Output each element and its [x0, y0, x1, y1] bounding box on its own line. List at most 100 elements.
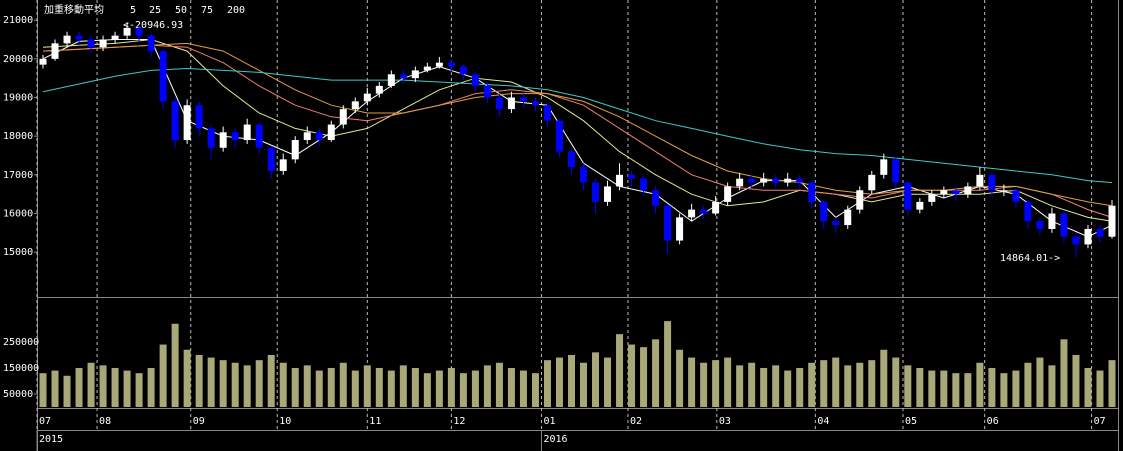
year-label: 2015 [39, 434, 63, 445]
candle-body [940, 190, 948, 195]
volume-bar [820, 360, 828, 407]
candle-body [75, 35, 83, 40]
candle-body [459, 66, 467, 75]
x-tick-label: 08 [99, 416, 111, 427]
candle-body [652, 190, 660, 206]
candle-body [1072, 236, 1080, 245]
y-tick-label: 150000 [3, 363, 39, 374]
volume-bar [267, 354, 275, 407]
volume-bar [315, 370, 323, 407]
candle-body [39, 58, 47, 65]
volume-bar [291, 367, 299, 407]
volume-bar [231, 362, 239, 407]
volume-bar [904, 365, 912, 407]
candle-body [640, 178, 648, 191]
volume-bar [1036, 357, 1044, 407]
candle-body [567, 151, 575, 168]
volume-bar [255, 360, 263, 407]
volume-bar [604, 357, 612, 407]
candle-body [207, 128, 215, 148]
volume-bar [616, 334, 624, 407]
candle-body [1060, 213, 1068, 237]
volume-bar [327, 367, 335, 407]
candle-body [1084, 228, 1092, 245]
volume-bar [1108, 360, 1116, 407]
volume-bar [99, 365, 107, 407]
volume-bar [135, 373, 143, 407]
volume-bar [111, 367, 119, 407]
x-tick-label: 11 [369, 416, 381, 427]
candle-body [964, 186, 972, 195]
volume-bar [832, 357, 840, 407]
candle-body [99, 39, 107, 48]
annotation: <-20946.93 [123, 20, 183, 31]
candle-body [676, 217, 684, 241]
volume-bar [1096, 370, 1104, 407]
volume-bar [471, 370, 479, 407]
volume-bar [784, 370, 792, 407]
candle-body [868, 174, 876, 191]
candle-body [327, 124, 335, 141]
volume-bar [567, 354, 575, 407]
candle-body [724, 186, 732, 202]
candle-body [1012, 190, 1020, 202]
annotation: 14864.01-> [1000, 253, 1060, 264]
candle-body [844, 209, 852, 226]
y-tick-label: 50000 [3, 389, 33, 400]
candle-body [51, 43, 59, 59]
volume-bar [171, 323, 179, 407]
candle-body [616, 174, 624, 187]
candle-body [1024, 201, 1032, 222]
y-tick-label: 19000 [3, 92, 33, 103]
volume-bar [243, 365, 251, 407]
volume-bar [712, 360, 720, 407]
x-tick-label: 03 [719, 416, 731, 427]
volume-bar [195, 354, 203, 407]
volume-bar [880, 349, 888, 407]
volume-bar [952, 373, 960, 407]
y-tick-label: 250000 [3, 337, 39, 348]
volume-bar [592, 352, 600, 407]
volume-bar [447, 367, 455, 407]
volume-bar [976, 362, 984, 407]
volume-bar [159, 344, 167, 407]
x-tick-label: 05 [905, 416, 917, 427]
candle-body [471, 74, 479, 86]
candle-body [159, 51, 167, 102]
volume-bar [387, 370, 395, 407]
volume-bar [51, 370, 59, 407]
candle-body [63, 35, 71, 44]
candle-body [87, 39, 95, 48]
volume-bar [303, 365, 311, 407]
candle-body [1048, 213, 1056, 229]
x-tick-label: 02 [630, 416, 642, 427]
y-tick-label: 20000 [3, 54, 33, 65]
candle-body [387, 74, 395, 86]
volume-bar [459, 373, 467, 407]
volume-bar [772, 365, 780, 407]
candle-body [195, 105, 203, 129]
volume-bar [808, 362, 816, 407]
volume-bar [676, 349, 684, 407]
volume-bar [123, 370, 131, 407]
candle-body [507, 97, 515, 110]
x-tick-label: 10 [279, 416, 291, 427]
legend-title: 加重移動平均 [44, 3, 104, 16]
volume-bar [844, 365, 852, 407]
volume-bar [988, 367, 996, 407]
x-tick-label: 07 [39, 416, 51, 427]
candle-body [411, 70, 419, 79]
candle-body [135, 27, 143, 36]
candle-body [171, 101, 179, 141]
volume-bar [760, 367, 768, 407]
x-tick-label: 06 [987, 416, 999, 427]
candle-body [916, 201, 924, 210]
volume-bar [363, 365, 371, 407]
candle-body [351, 101, 359, 110]
candle-body [291, 140, 299, 160]
candle-body [892, 159, 900, 183]
candle-body [880, 159, 888, 175]
candle-body [808, 182, 816, 202]
y-tick-label: 21000 [3, 15, 33, 26]
volume-bar [507, 367, 515, 407]
